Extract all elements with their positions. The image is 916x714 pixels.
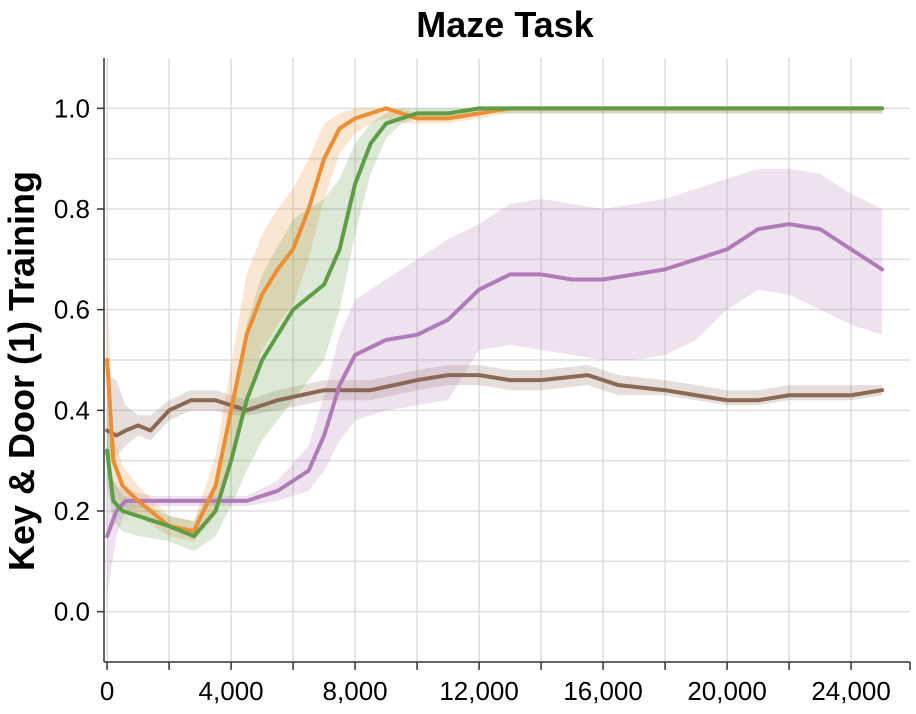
x-tick-label: 16,000 (563, 676, 643, 706)
y-tick-label: 0.0 (54, 597, 90, 627)
x-tick-label: 24,000 (811, 676, 891, 706)
x-tick-label: 12,000 (439, 676, 519, 706)
y-tick-label: 0.2 (54, 496, 90, 526)
x-axis-ticks: 0 4,000 8,000 12,000 16,000 20,000 24,000 (100, 662, 911, 706)
y-axis-ticks: 0.0 0.2 0.4 0.6 0.8 1.0 (54, 93, 104, 627)
series-1-band (107, 168, 883, 597)
series-3-line (105, 106, 885, 539)
series-0-band (107, 365, 883, 461)
chart-title: Maze Task (416, 4, 594, 45)
axes (103, 58, 910, 663)
series-3-band (107, 108, 883, 552)
series-1-line (105, 222, 885, 539)
x-tick-label: 0 (100, 676, 114, 706)
series-lines (105, 106, 885, 539)
y-tick-label: 0.8 (54, 194, 90, 224)
series-0-line (105, 373, 885, 438)
x-tick-label: 20,000 (687, 676, 767, 706)
y-tick-label: 1.0 (54, 93, 90, 123)
series-2-band (107, 108, 883, 542)
y-tick-label: 0.6 (54, 295, 90, 325)
y-tick-label: 0.4 (54, 395, 90, 425)
x-tick-label: 8,000 (323, 676, 388, 706)
x-tick-label: 4,000 (199, 676, 264, 706)
grid-lines (104, 58, 910, 662)
confidence-bands (107, 108, 883, 597)
